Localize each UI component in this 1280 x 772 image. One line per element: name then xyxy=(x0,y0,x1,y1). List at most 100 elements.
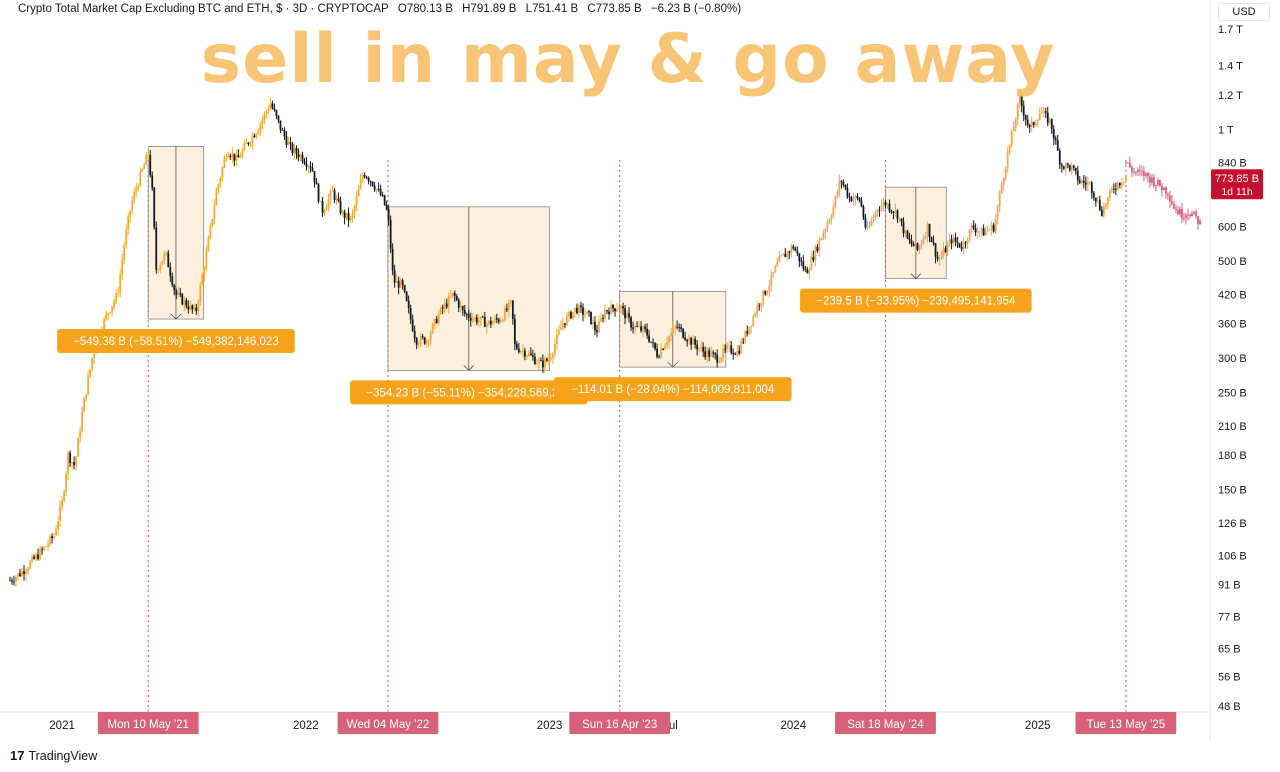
tradingview-logo-icon: 17 xyxy=(10,748,25,763)
candle-body xyxy=(351,213,354,218)
candle-body xyxy=(309,166,312,169)
candle-body xyxy=(1000,184,1003,194)
candle-body xyxy=(403,285,406,292)
date-marker-bg xyxy=(97,712,199,734)
candle-body xyxy=(1026,119,1029,125)
candle-body xyxy=(251,135,254,144)
candle-body xyxy=(572,311,574,319)
candle-body xyxy=(179,293,182,295)
candle-body xyxy=(878,210,881,211)
candle-body xyxy=(15,577,17,582)
candle-body xyxy=(393,270,396,283)
candle-body xyxy=(1036,120,1039,123)
candle-body xyxy=(870,220,873,226)
candle-body xyxy=(618,308,620,310)
candle-body xyxy=(133,191,136,201)
candle-body xyxy=(85,394,88,399)
candle-body xyxy=(273,108,276,111)
candle-body xyxy=(886,203,889,205)
candle-body xyxy=(708,350,711,357)
candle-body xyxy=(606,310,608,312)
candle-body xyxy=(213,205,216,220)
candle-body xyxy=(397,280,400,288)
candle-body xyxy=(445,303,448,308)
candle-body xyxy=(686,340,689,342)
candle-body xyxy=(758,305,761,307)
candle-body xyxy=(285,136,288,145)
candle-body xyxy=(189,305,192,310)
candle-body xyxy=(672,327,675,333)
candle-body xyxy=(620,306,622,309)
candle-body xyxy=(744,331,747,342)
candle-body xyxy=(67,452,69,474)
candle-body xyxy=(692,338,695,345)
candle-body xyxy=(217,184,220,191)
currency-button[interactable]: USD xyxy=(1218,3,1270,21)
candle-body xyxy=(543,358,546,368)
candle-body xyxy=(203,268,206,275)
candle-body xyxy=(798,253,801,262)
candle-body xyxy=(812,256,815,261)
candle-body xyxy=(355,196,358,207)
candle-body xyxy=(738,350,741,354)
candle-body xyxy=(1010,131,1013,145)
candle-body xyxy=(802,261,805,269)
candle-body xyxy=(423,337,426,344)
candle-body xyxy=(87,376,90,395)
candle-body xyxy=(794,248,797,251)
candle-body xyxy=(221,167,224,178)
candle-body xyxy=(13,581,15,583)
candle-body xyxy=(527,353,530,356)
candle-body xyxy=(556,334,558,344)
candle-body xyxy=(169,267,172,277)
candle-body xyxy=(31,556,33,562)
candle-body xyxy=(417,343,420,345)
candle-body xyxy=(862,206,865,218)
candle-body xyxy=(219,177,222,185)
candle-body xyxy=(331,190,334,192)
candle-body xyxy=(592,321,594,324)
projection-body xyxy=(1151,177,1153,183)
projection-body xyxy=(1149,176,1151,183)
candle-body xyxy=(838,181,841,193)
candle-body xyxy=(1068,165,1071,171)
candle-body xyxy=(956,241,959,244)
candle-body xyxy=(560,327,562,330)
symbol-title: Crypto Total Market Cap Excluding BTC an… xyxy=(18,3,389,15)
projection-body xyxy=(1143,170,1145,176)
candle-body xyxy=(954,237,957,242)
candle-body xyxy=(852,199,855,202)
candle-body xyxy=(996,206,999,220)
candle-body xyxy=(1054,138,1057,141)
candle-body xyxy=(546,358,548,361)
candle-body xyxy=(167,252,170,268)
candle-body xyxy=(736,350,739,355)
candle-body xyxy=(491,321,494,325)
candle-body xyxy=(93,353,96,359)
candle-body xyxy=(1124,177,1127,182)
candle-body xyxy=(1092,193,1095,198)
candle-body xyxy=(682,328,685,338)
candle-body xyxy=(313,171,316,183)
candle-body xyxy=(267,109,270,112)
candle-body xyxy=(832,206,835,217)
candle-body xyxy=(764,290,767,295)
candle-body xyxy=(257,130,260,134)
candle-body xyxy=(537,360,540,364)
candle-body xyxy=(459,306,462,308)
candle-body xyxy=(1094,197,1097,202)
candle-body xyxy=(413,330,416,339)
projection-body xyxy=(1155,184,1157,186)
candle-body xyxy=(325,206,328,211)
candle-body xyxy=(946,244,949,253)
candle-body xyxy=(858,197,861,201)
candle-body xyxy=(347,212,350,221)
candle-body xyxy=(1048,118,1051,123)
candle-body xyxy=(668,336,671,343)
drawdown-label: −354.23 B (−55.11%) −354,228,569,223 xyxy=(366,387,571,399)
candle-body xyxy=(900,218,903,222)
candle-body xyxy=(1016,104,1019,120)
candle-body xyxy=(165,252,168,254)
